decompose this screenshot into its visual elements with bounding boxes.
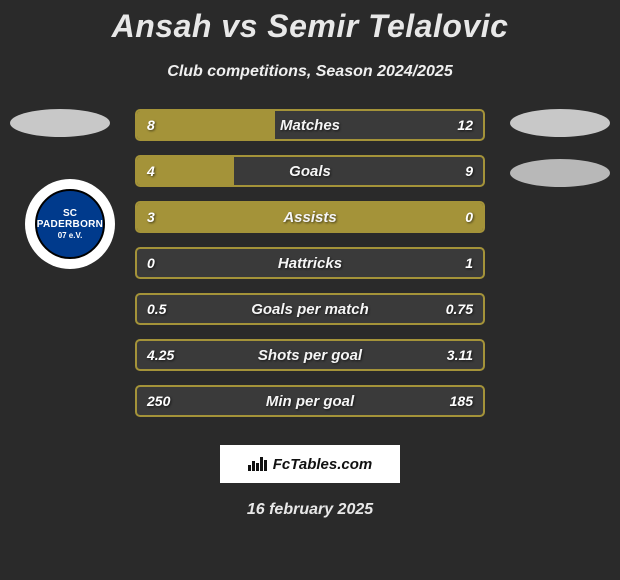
stat-value-right: 9 — [465, 163, 473, 179]
stat-value-right: 3.11 — [447, 347, 473, 363]
club-badge-inner: SC PADERBORN 07 e.V. — [35, 189, 105, 259]
stat-value-right: 0 — [465, 209, 473, 225]
stat-label: Goals per match — [137, 301, 483, 318]
stat-label: Matches — [137, 117, 483, 134]
stat-label: Goals — [137, 163, 483, 180]
stat-value-right: 0.75 — [446, 301, 473, 317]
club-badge-line2: PADERBORN — [37, 219, 103, 230]
stat-row: 3Assists0 — [135, 201, 485, 233]
stat-row: 0.5Goals per match0.75 — [135, 293, 485, 325]
page-subtitle: Club competitions, Season 2024/2025 — [0, 63, 620, 81]
club-badge-line1: SC — [63, 208, 77, 219]
page-title: Ansah vs Semir Telalovic — [0, 8, 620, 45]
comparison-bars: 8Matches124Goals93Assists00Hattricks10.5… — [135, 109, 485, 417]
club-badge-line3: 07 e.V. — [58, 232, 83, 241]
stat-label: Assists — [137, 209, 483, 226]
stat-row: 8Matches12 — [135, 109, 485, 141]
footer-logo[interactable]: FcTables.com — [220, 445, 400, 483]
stat-row: 250Min per goal185 — [135, 385, 485, 417]
stat-row: 0Hattricks1 — [135, 247, 485, 279]
player-right-placeholder — [510, 109, 610, 137]
player-left-placeholder — [10, 109, 110, 137]
player-right-placeholder-2 — [510, 159, 610, 187]
footer-logo-text: FcTables.com — [273, 456, 372, 473]
stat-value-right: 12 — [457, 117, 473, 133]
chart-area: SC PADERBORN 07 e.V. 8Matches12 4Goals9 3A… — [0, 109, 620, 417]
stat-value-right: 1 — [465, 255, 473, 271]
comparison-card: Ansah vs Semir Telalovic Club competitio… — [0, 0, 620, 580]
stat-label: Min per goal — [137, 393, 483, 410]
stat-row: 4.25Shots per goal3.11 — [135, 339, 485, 371]
stat-label: Hattricks — [137, 255, 483, 272]
stat-value-right: 185 — [450, 393, 473, 409]
bar-chart-icon — [248, 457, 267, 471]
stat-row: 4Goals9 — [135, 155, 485, 187]
club-badge: SC PADERBORN 07 e.V. — [25, 179, 115, 269]
footer-date: 16 february 2025 — [0, 501, 620, 519]
stat-label: Shots per goal — [137, 347, 483, 364]
